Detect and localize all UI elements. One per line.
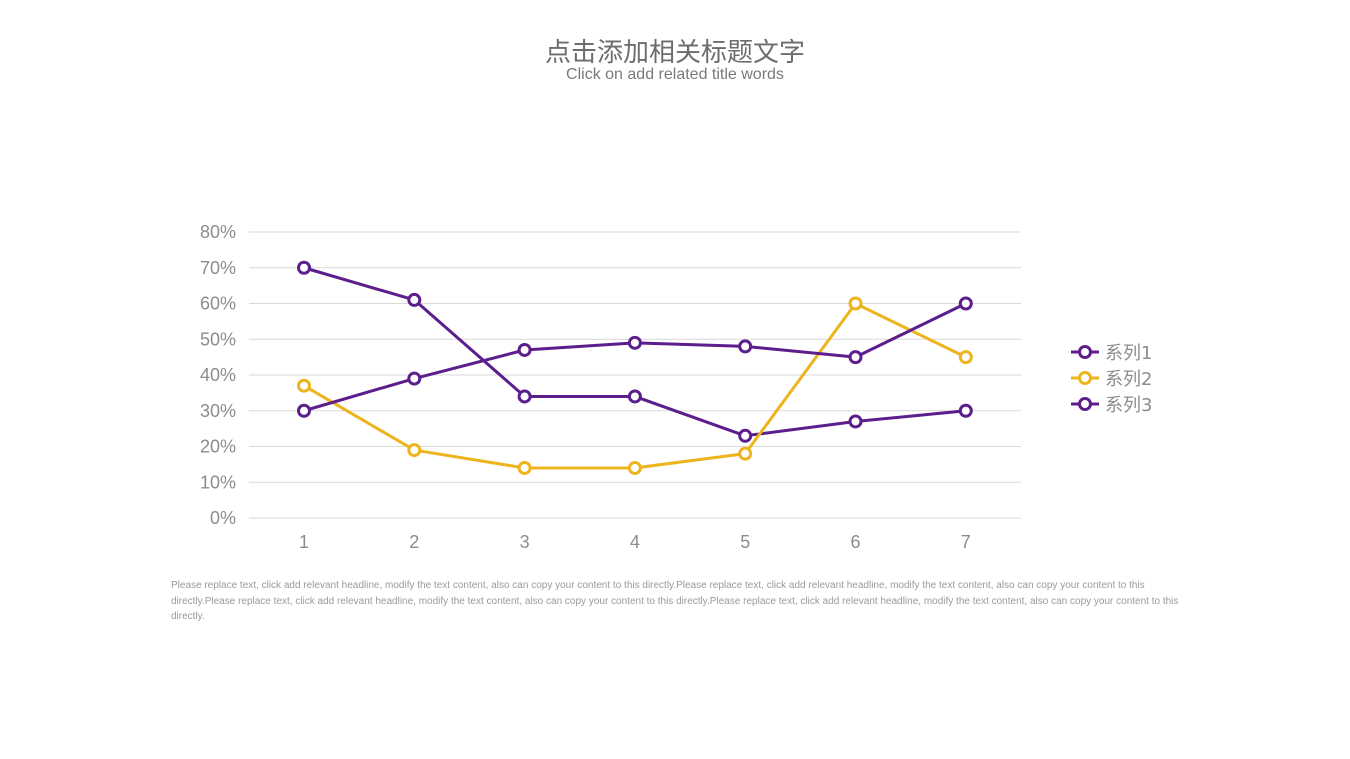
x-tick-label: 1 bbox=[299, 532, 309, 552]
y-tick-label: 70% bbox=[200, 258, 236, 278]
data-point bbox=[407, 371, 422, 386]
x-tick-label: 2 bbox=[409, 532, 419, 552]
data-point bbox=[958, 403, 973, 418]
data-point bbox=[407, 292, 422, 307]
data-point bbox=[738, 428, 753, 443]
data-point bbox=[517, 389, 532, 404]
data-point bbox=[958, 350, 973, 365]
legend-label: 系列3 bbox=[1105, 395, 1152, 416]
body-text: Please replace text, click add relevant … bbox=[171, 580, 1179, 622]
data-point bbox=[627, 389, 642, 404]
data-point bbox=[627, 460, 642, 475]
y-tick-label: 60% bbox=[200, 294, 236, 314]
y-tick-label: 80% bbox=[200, 222, 236, 242]
x-tick-label: 7 bbox=[961, 532, 971, 552]
legend-label: 系列2 bbox=[1105, 369, 1152, 390]
series-line-2 bbox=[303, 302, 967, 470]
data-point bbox=[738, 339, 753, 354]
x-tick-label: 5 bbox=[740, 532, 750, 552]
x-tick-label: 3 bbox=[520, 532, 530, 552]
data-point bbox=[958, 296, 973, 311]
data-point bbox=[407, 443, 422, 458]
y-tick-label: 50% bbox=[200, 329, 236, 349]
data-point bbox=[517, 460, 532, 475]
page-subtitle: Click on add related title words bbox=[566, 66, 784, 83]
page-title: 点击添加相关标题文字 bbox=[544, 38, 805, 68]
data-point bbox=[297, 403, 311, 418]
data-point bbox=[738, 446, 753, 461]
data-point bbox=[848, 296, 863, 311]
legend-label: 系列1 bbox=[1105, 343, 1152, 364]
legend-marker-icon bbox=[1078, 371, 1092, 385]
data-point bbox=[848, 414, 863, 429]
data-point bbox=[297, 378, 311, 393]
y-tick-label: 0% bbox=[210, 508, 236, 528]
legend-marker-icon bbox=[1078, 397, 1092, 411]
data-point bbox=[517, 342, 532, 357]
data-point bbox=[627, 335, 642, 350]
y-tick-label: 10% bbox=[200, 472, 236, 492]
x-tick-label: 4 bbox=[630, 532, 640, 552]
data-point bbox=[297, 260, 311, 275]
y-tick-label: 40% bbox=[200, 365, 236, 385]
y-tick-label: 20% bbox=[200, 437, 236, 457]
y-tick-label: 30% bbox=[200, 401, 236, 421]
x-tick-label: 6 bbox=[850, 532, 860, 552]
legend-marker-icon bbox=[1078, 345, 1092, 359]
data-point bbox=[848, 350, 863, 365]
